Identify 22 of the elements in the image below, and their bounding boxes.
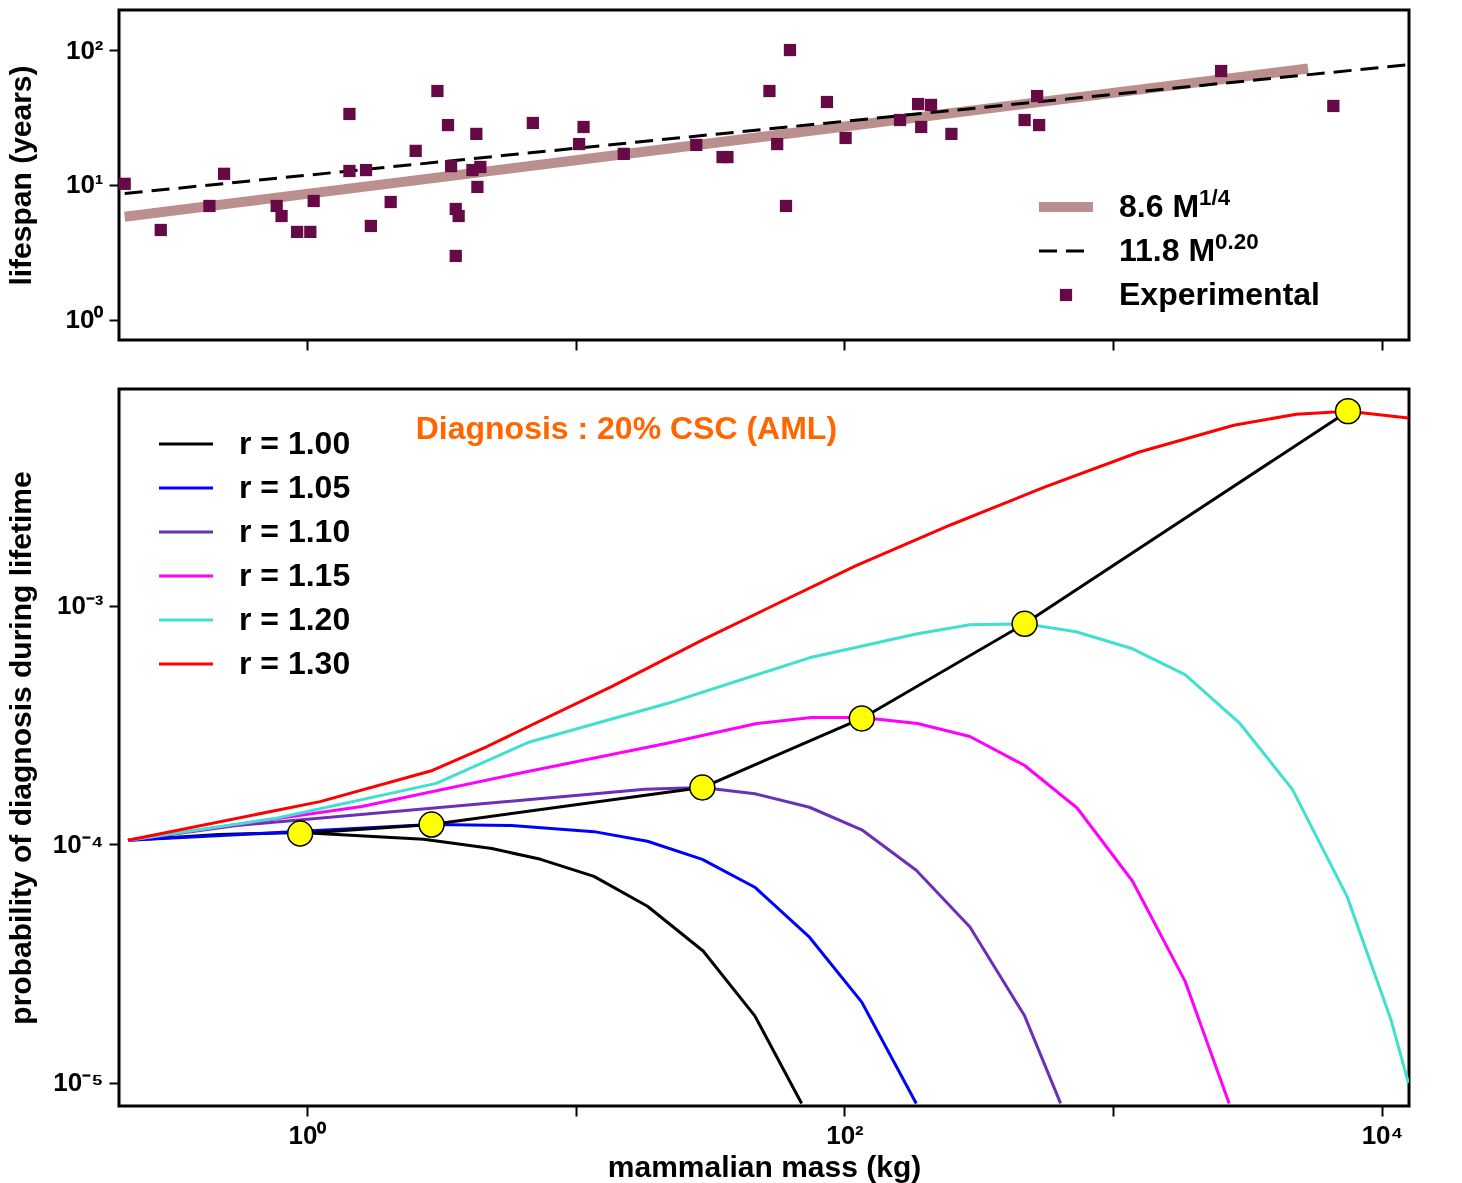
y-tick-label: 10⁻³ xyxy=(56,590,104,621)
legend-label: r = 1.10 xyxy=(239,513,351,549)
annotation: Diagnosis : 20% CSC (AML) xyxy=(415,410,838,446)
y-tick-label: 10⁻⁵ xyxy=(53,1067,104,1098)
legend-label: r = 1.15 xyxy=(239,557,351,593)
x-tick-label: 10² xyxy=(826,1119,865,1150)
legend-label: Experimental xyxy=(1119,276,1320,312)
legend-label: 8.6 M$^{1/4}$ xyxy=(1119,184,1231,224)
legend-label: r = 1.30 xyxy=(239,645,351,681)
legend-label: r = 1.20 xyxy=(239,601,351,637)
y-tick-label: 10¹ xyxy=(65,169,104,200)
y-tick-label: 10⁻⁴ xyxy=(52,828,104,859)
legend-label: r = 1.05 xyxy=(239,469,351,505)
y-axis-title: probability of diagnosis during lifetime xyxy=(3,471,37,1025)
x-tick-label: 10⁰ xyxy=(288,1119,328,1150)
legend-label: 11.8 M$^{0.20}$ xyxy=(1119,228,1259,268)
y-tick-label: 10² xyxy=(65,34,104,65)
x-tick-label: 10⁴ xyxy=(1361,1119,1404,1150)
y-tick-label: 10⁰ xyxy=(65,304,105,335)
x-axis-title: mammalian mass (kg) xyxy=(607,1149,922,1183)
legend-label: r = 1.00 xyxy=(239,425,351,461)
y-axis-title: lifespan (years) xyxy=(3,65,37,286)
